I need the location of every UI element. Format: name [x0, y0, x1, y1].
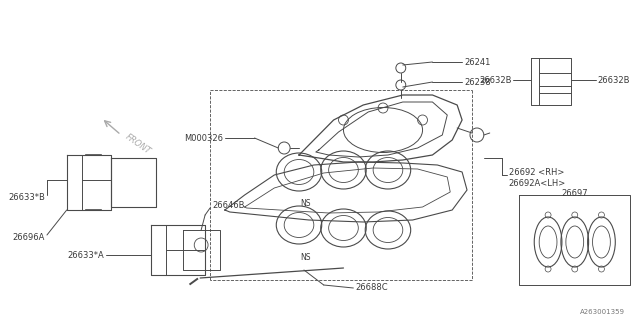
Text: 26692A<LH>: 26692A<LH> [509, 179, 566, 188]
Text: 26692 <RH>: 26692 <RH> [509, 167, 564, 177]
Text: M000326: M000326 [184, 133, 223, 142]
Text: 26238: 26238 [464, 77, 491, 86]
Text: NS: NS [301, 198, 311, 207]
Text: 26241: 26241 [464, 58, 490, 67]
Text: 26632B: 26632B [479, 76, 511, 84]
Text: 26633*B: 26633*B [8, 193, 45, 202]
Text: 26696A: 26696A [13, 233, 45, 242]
Text: 26633*A: 26633*A [68, 251, 104, 260]
Text: 26632B: 26632B [598, 76, 630, 84]
Text: 26697: 26697 [561, 189, 588, 198]
Text: FRONT: FRONT [124, 132, 153, 156]
Text: NS: NS [301, 253, 311, 262]
Text: 26646B: 26646B [212, 201, 244, 210]
Text: A263001359: A263001359 [580, 309, 625, 315]
Text: 26688C: 26688C [355, 284, 388, 292]
